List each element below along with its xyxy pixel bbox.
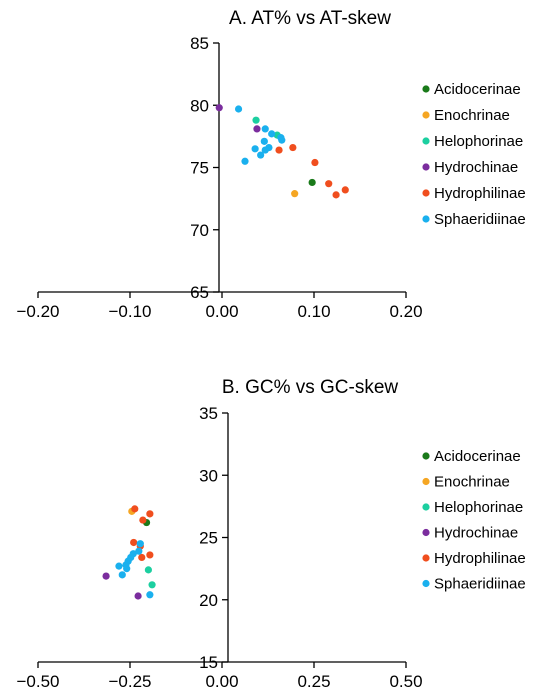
chart-b-point-sphaeridiinae [115, 562, 123, 570]
chart-a-legend-marker [422, 137, 430, 145]
chart-b-title: B. GC% vs GC-skew [222, 377, 399, 398]
chart-a-x-tick-label: 0.10 [297, 302, 330, 321]
chart-b-point-sphaeridiinae [118, 571, 126, 579]
chart-b-legend-label: Enochrinae [434, 474, 510, 491]
chart-a-point-sphaeridiinae [261, 146, 269, 154]
chart-b-legend-label: Hydrophilinae [434, 550, 526, 567]
chart-b-x-tick-label: 0.50 [389, 672, 422, 691]
chart-b-point-helophorinae [148, 581, 156, 589]
chart-a-point-hydrochinae [215, 104, 223, 112]
chart-b-point-helophorinae [144, 566, 152, 574]
chart-b-legend-marker [422, 528, 430, 537]
chart-a-y-tick-label: 75 [190, 159, 209, 178]
chart-a-x-tick-label: −0.10 [108, 302, 151, 321]
chart-b-legend-label: Acidocerinae [434, 448, 521, 465]
chart-b-point-hydrophilinae [130, 538, 138, 547]
chart-b-y-tick-label: 15 [199, 653, 218, 672]
chart-b-point-hydrophilinae [131, 505, 139, 513]
chart-a-point-hydrophilinae [311, 158, 319, 167]
chart-a-y-tick-label: 65 [190, 283, 209, 302]
chart-a-point-hydrophilinae [325, 180, 333, 188]
chart-b-legend-label: Helophorinae [434, 499, 523, 516]
chart-b-point-sphaeridiinae [146, 591, 154, 599]
chart-b-point-hydrophilinae [146, 510, 154, 518]
chart-b-y-tick-label: 35 [199, 404, 218, 423]
chart-a-legend-label: Acidocerinae [434, 81, 521, 98]
chart-a-legend-marker [422, 163, 430, 171]
chart-a-point-sphaeridiinae [260, 137, 268, 145]
chart-b-legend-label: Hydrochinae [434, 525, 518, 542]
chart-a-point-sphaeridiinae [241, 157, 249, 165]
chart-b-point-hydrochinae [134, 592, 142, 600]
chart-a-point-sphaeridiinae [278, 136, 286, 144]
chart-a-legend-label: Enochrinae [434, 107, 510, 124]
chart-b-point-sphaeridiinae [123, 565, 131, 573]
chart-b-legend-label: Sphaeridiinae [434, 576, 526, 593]
chart-a-point-sphaeridiinae [257, 151, 265, 159]
chart-b-legend-marker [422, 554, 430, 562]
chart-b-legend-marker [422, 503, 430, 511]
chart-b-point-sphaeridiinae [136, 540, 144, 548]
chart-a-legend-marker [422, 189, 430, 197]
chart-a-legend-label: Sphaeridiinae [434, 211, 526, 228]
chart-b: B. GC% vs GC-skew −0.50 −0.25 0.00 0.25 0.50 1… [16, 377, 525, 691]
chart-a-point-sphaeridiinae [268, 130, 276, 138]
chart-a-x-tick-label: 0.00 [205, 302, 238, 321]
chart-a-y-tick-label: 85 [190, 34, 209, 53]
chart-a-point-sphaeridiinae [251, 145, 259, 153]
chart-a-point-hydrophilinae [332, 191, 340, 199]
chart-b-y-tick-label: 30 [199, 466, 218, 485]
chart-a: A. AT% vs AT-skew −0.20 −0.10 0.00 0.10 0.20 6… [16, 8, 525, 321]
chart-b-y-tick-label: 25 [199, 529, 218, 548]
chart-a-x-tick-label: 0.20 [389, 302, 422, 321]
chart-b-point-hydrophilinae [139, 516, 147, 524]
chart-a-legend-label: Helophorinae [434, 133, 523, 150]
chart-a-legend-marker [422, 215, 430, 223]
chart-a-y-tick-label: 70 [190, 221, 209, 240]
chart-a-point-sphaeridiinae [234, 105, 243, 113]
chart-a-point-hydrophilinae [341, 186, 349, 194]
chart-a-legend-marker [422, 85, 430, 93]
chart-b-x-tick-label: 0.25 [297, 672, 330, 691]
chart-b-legend-marker [422, 579, 430, 588]
chart-a-y-tick-label: 80 [190, 96, 209, 115]
chart-a-point-helophorinae [252, 116, 260, 124]
chart-a-legend-label: Hydrochinae [434, 159, 518, 176]
chart-b-y-tick-label: 20 [199, 591, 218, 610]
chart-a-legend-marker [422, 111, 430, 119]
chart-a-title: A. AT% vs AT-skew [229, 8, 391, 29]
chart-b-point-hydrophilinae [138, 553, 146, 562]
chart-a-point-hydrophilinae [275, 146, 283, 154]
chart-a-point-enochrinae [291, 190, 299, 198]
chart-b-x-tick-label: −0.50 [16, 672, 59, 691]
chart-a-legend-label: Hydrophilinae [434, 185, 526, 202]
chart-b-x-tick-label: 0.00 [205, 672, 238, 691]
chart-b-legend-marker [422, 452, 430, 460]
chart-a-point-sphaeridiinae [261, 125, 269, 133]
chart-a-point-hydrochinae [253, 125, 261, 133]
chart-b-point-sphaeridiinae [135, 547, 143, 555]
chart-b-point-hydrophilinae [146, 551, 154, 559]
chart-a-x-tick-label: −0.20 [16, 302, 59, 321]
chart-b-point-hydrochinae [102, 572, 110, 580]
chart-b-legend-marker [422, 477, 430, 486]
chart-b-x-tick-label: −0.25 [108, 672, 151, 691]
chart-a-point-acidocerinae [308, 178, 316, 187]
chart-a-point-hydrophilinae [289, 143, 297, 152]
